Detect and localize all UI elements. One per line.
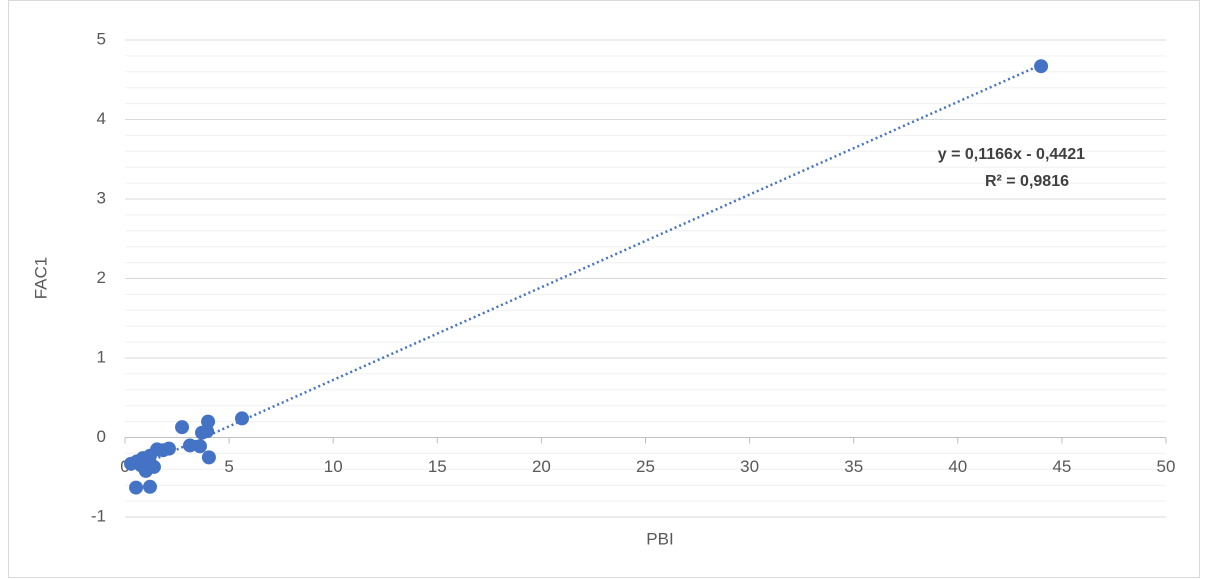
- chart-border: [8, 0, 1200, 578]
- x-tick-label: 20: [532, 457, 551, 476]
- x-tick-label: 45: [1052, 457, 1071, 476]
- point: [192, 439, 207, 454]
- point: [129, 480, 144, 495]
- y-tick-label: 5: [97, 29, 106, 48]
- x-tick-label: 10: [324, 457, 343, 476]
- x-tick-label: 15: [428, 457, 447, 476]
- point: [1034, 59, 1049, 74]
- point: [156, 443, 171, 458]
- point: [142, 448, 157, 463]
- y-axis-label: FAC1: [31, 257, 50, 300]
- x-tick-label: 30: [740, 457, 759, 476]
- y-tick-label: 1: [97, 347, 106, 366]
- trend-r2: R² = 0,9816: [985, 173, 1069, 190]
- point: [195, 425, 210, 440]
- y-tick-label: 4: [97, 109, 106, 128]
- x-axis-label: PBI: [646, 529, 673, 548]
- point: [175, 420, 190, 435]
- point: [235, 411, 250, 426]
- y-tick-label: 0: [97, 427, 106, 446]
- point: [134, 458, 149, 473]
- y-tick-label: -1: [91, 506, 106, 525]
- point: [182, 438, 197, 453]
- trend-equation: y = 0,1166x - 0,4421: [938, 146, 1085, 163]
- y-tick-label: 3: [97, 188, 106, 207]
- y-tick-label: 2: [97, 268, 106, 287]
- point: [201, 450, 216, 465]
- x-tick-label: 40: [948, 457, 967, 476]
- trendline: [130, 63, 1042, 472]
- point: [142, 479, 157, 494]
- x-tick-label: 25: [636, 457, 655, 476]
- x-tick-label: 35: [844, 457, 863, 476]
- x-tick-label: 50: [1157, 457, 1176, 476]
- x-tick-label: 5: [224, 457, 233, 476]
